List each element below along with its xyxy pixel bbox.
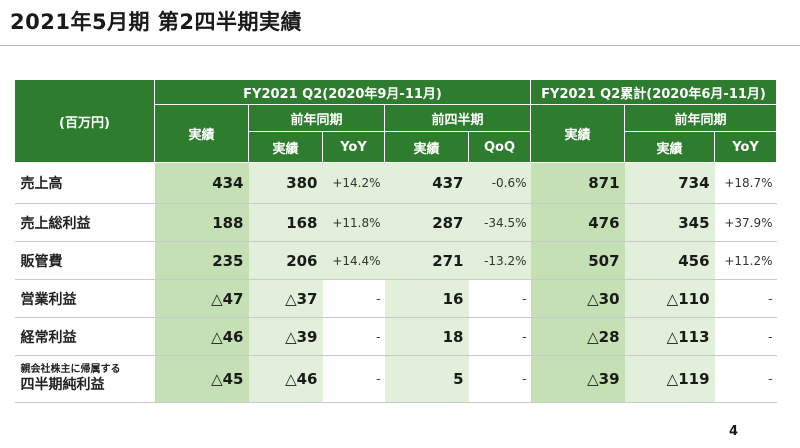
row-label: 売上総利益 bbox=[14, 203, 155, 242]
title-divider bbox=[0, 45, 800, 46]
table-row: 経常利益 △46 △39 - 18 - △28 △113 - bbox=[14, 317, 777, 356]
q2-prev-year-cell: △37 bbox=[248, 279, 323, 318]
header-ytd-actual: 実績 bbox=[530, 104, 626, 163]
ytd-actual-cell: △28 bbox=[530, 317, 625, 356]
ytd-prev-year-cell: △113 bbox=[624, 317, 715, 356]
row-label: 親会社株主に帰属する 四半期純利益 bbox=[14, 355, 155, 403]
results-table: (百万円) FY2021 Q2(2020年9月-11月) FY2021 Q2累計… bbox=[14, 79, 778, 403]
ytd-yoy-cell: - bbox=[714, 355, 777, 403]
table-row: 販管費 235 206 +14.4% 271 -13.2% 507 456 +1… bbox=[14, 241, 777, 280]
table-row: 売上総利益 188 168 +11.8% 287 -34.5% 476 345 … bbox=[14, 203, 777, 242]
q2-actual-cell: 188 bbox=[154, 203, 249, 242]
row-label: 販管費 bbox=[14, 241, 155, 280]
q2-prev-quarter-cell: 271 bbox=[384, 241, 469, 280]
q2-prev-quarter-cell: 5 bbox=[384, 355, 469, 403]
header-q2-prev-year: 前年同期 bbox=[248, 104, 385, 132]
q2-actual-cell: △45 bbox=[154, 355, 249, 403]
ytd-prev-year-cell: △110 bbox=[624, 279, 715, 318]
ytd-yoy-cell: - bbox=[714, 317, 777, 356]
q2-prev-year-cell: △46 bbox=[248, 355, 323, 403]
q2-prev-quarter-cell: 287 bbox=[384, 203, 469, 242]
ytd-yoy-cell: +37.9% bbox=[714, 203, 777, 242]
q2-yoy-cell: +14.4% bbox=[322, 241, 385, 280]
page-title: 2021年5月期 第2四半期実績 bbox=[10, 10, 302, 34]
ytd-prev-year-cell: △119 bbox=[624, 355, 715, 403]
q2-qoq-cell: - bbox=[468, 317, 531, 356]
ytd-prev-year-cell: 345 bbox=[624, 203, 715, 242]
q2-qoq-cell: -13.2% bbox=[468, 241, 531, 280]
row-label-line1: 親会社株主に帰属する bbox=[20, 364, 121, 375]
ytd-actual-cell: △30 bbox=[530, 279, 625, 318]
q2-prev-quarter-cell: 437 bbox=[384, 162, 469, 204]
row-label: 売上高 bbox=[14, 162, 155, 204]
ytd-yoy-cell: - bbox=[714, 279, 777, 318]
header-ytd-prev-year: 前年同期 bbox=[624, 104, 778, 132]
table-row: 売上高 434 380 +14.2% 437 -0.6% 871 734 +18… bbox=[14, 162, 777, 204]
ytd-actual-cell: 476 bbox=[530, 203, 625, 242]
header-q2-prev-quarter-actual: 実績 bbox=[384, 131, 469, 163]
header-q2-prev-year-actual: 実績 bbox=[248, 131, 323, 163]
table-row: 親会社株主に帰属する 四半期純利益 △45 △46 - 5 - △39 △119… bbox=[14, 355, 777, 403]
ytd-yoy-cell: +11.2% bbox=[714, 241, 777, 280]
ytd-actual-cell: 507 bbox=[530, 241, 625, 280]
q2-prev-year-cell: 168 bbox=[248, 203, 323, 242]
q2-prev-year-cell: 380 bbox=[248, 162, 323, 204]
q2-qoq-cell: - bbox=[468, 279, 531, 318]
q2-yoy-cell: - bbox=[322, 317, 385, 356]
q2-prev-year-cell: △39 bbox=[248, 317, 323, 356]
row-label: 経常利益 bbox=[14, 317, 155, 356]
group-header-q2: FY2021 Q2(2020年9月-11月) bbox=[153, 79, 532, 105]
header-q2-qoq: QoQ bbox=[467, 131, 532, 163]
q2-qoq-cell: -0.6% bbox=[468, 162, 531, 204]
page-number: 4 bbox=[728, 424, 738, 439]
ytd-yoy-cell: +18.7% bbox=[714, 162, 777, 204]
q2-actual-cell: △46 bbox=[154, 317, 249, 356]
header-ytd-prev-year-actual: 実績 bbox=[624, 131, 716, 163]
ytd-prev-year-cell: 734 bbox=[624, 162, 715, 204]
q2-prev-year-cell: 206 bbox=[248, 241, 323, 280]
q2-actual-cell: 235 bbox=[154, 241, 249, 280]
header-q2-prev-quarter: 前四半期 bbox=[383, 104, 532, 132]
q2-actual-cell: 434 bbox=[154, 162, 249, 204]
q2-qoq-cell: -34.5% bbox=[468, 203, 531, 242]
row-label-line2: 四半期純利益 bbox=[20, 376, 105, 393]
ytd-actual-cell: △39 bbox=[530, 355, 625, 403]
ytd-actual-cell: 871 bbox=[530, 162, 625, 204]
header-q2-actual: 実績 bbox=[154, 104, 249, 163]
group-header-ytd: FY2021 Q2累計(2020年6月-11月) bbox=[530, 79, 778, 105]
unit-header: (百万円) bbox=[14, 79, 155, 163]
q2-prev-quarter-cell: 18 bbox=[384, 317, 469, 356]
table-row: 営業利益 △47 △37 - 16 - △30 △110 - bbox=[14, 279, 777, 318]
q2-yoy-cell: +11.8% bbox=[322, 203, 385, 242]
q2-yoy-cell: +14.2% bbox=[322, 162, 385, 204]
header-ytd-yoy: YoY bbox=[714, 131, 778, 163]
q2-prev-quarter-cell: 16 bbox=[384, 279, 469, 318]
q2-yoy-cell: - bbox=[322, 279, 385, 318]
q2-qoq-cell: - bbox=[468, 355, 531, 403]
header-q2-yoy: YoY bbox=[322, 131, 385, 163]
q2-yoy-cell: - bbox=[322, 355, 385, 403]
q2-actual-cell: △47 bbox=[154, 279, 249, 318]
row-label: 営業利益 bbox=[14, 279, 155, 318]
ytd-prev-year-cell: 456 bbox=[624, 241, 715, 280]
